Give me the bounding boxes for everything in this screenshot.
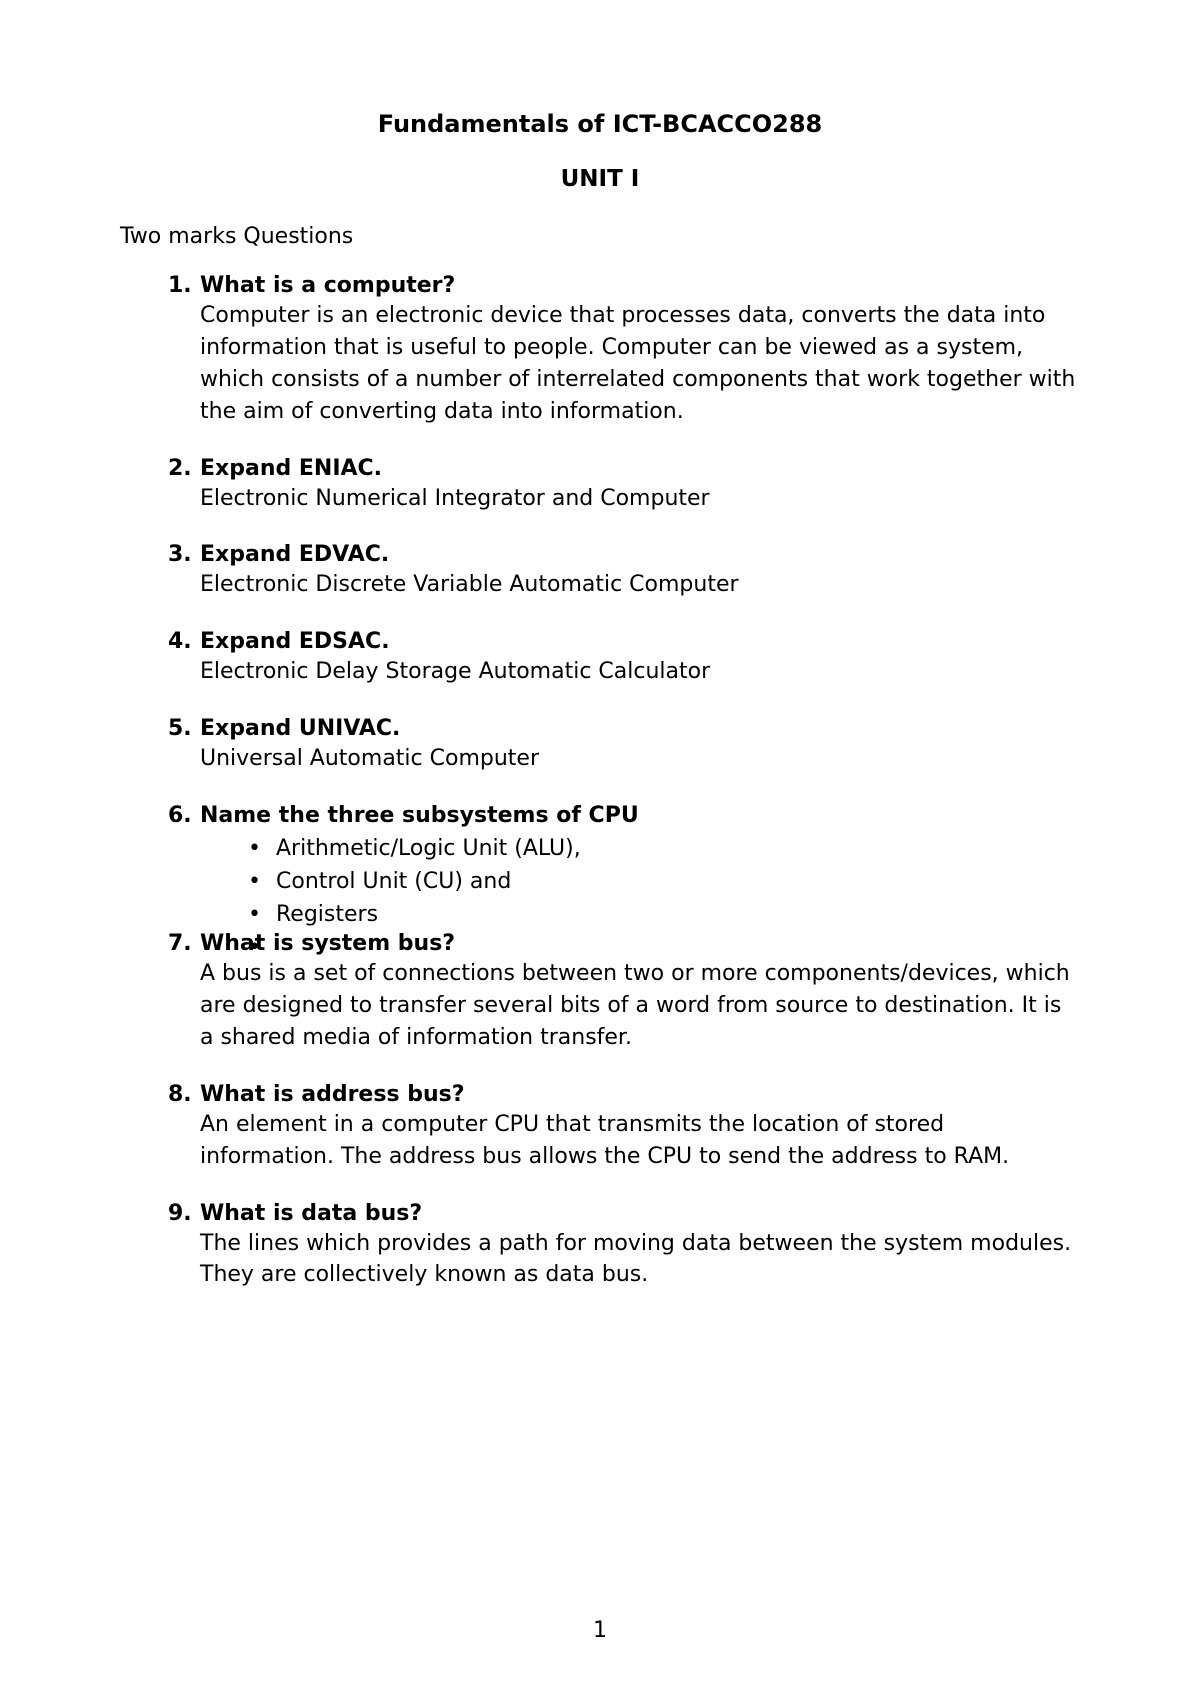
answer-text: An element in a computer CPU that transm… [168, 1109, 1080, 1173]
question-item: 6.Name the three subsystems of CPU Arithm… [168, 803, 1080, 931]
question-number: 9. [168, 1201, 200, 1226]
answer-text: Universal Automatic Computer [168, 743, 1080, 775]
question-line: 1.What is a computer? [168, 273, 1080, 298]
question-line: 4.Expand EDSAC. [168, 629, 1080, 654]
bullet-item: Arithmetic/Logic Unit (ALU), [248, 832, 1080, 865]
question-line: 8.What is address bus? [168, 1082, 1080, 1107]
question-line: 6.Name the three subsystems of CPU [168, 803, 1080, 828]
question-number: 5. [168, 716, 200, 741]
question-text: Expand ENIAC. [200, 456, 382, 481]
document-title: Fundamentals of ICT-BCACCO288 [120, 110, 1080, 138]
question-line: 9.What is data bus? [168, 1201, 1080, 1226]
answer-text: Electronic Numerical Integrator and Comp… [168, 483, 1080, 515]
question-item: 5.Expand UNIVAC.Universal Automatic Comp… [168, 716, 1080, 775]
question-item: 3.Expand EDVAC.Electronic Discrete Varia… [168, 542, 1080, 601]
page-number: 1 [0, 1618, 1200, 1643]
question-line: 7.What is system bus? [168, 931, 1080, 956]
question-text: What is address bus? [200, 1082, 464, 1107]
answer-text: Electronic Discrete Variable Automatic C… [168, 569, 1080, 601]
question-line: 2.Expand ENIAC. [168, 456, 1080, 481]
question-text: Expand EDVAC. [200, 542, 389, 567]
answer-text: A bus is a set of connections between tw… [168, 958, 1080, 1054]
question-text: Expand UNIVAC. [200, 716, 400, 741]
question-line: 3.Expand EDVAC. [168, 542, 1080, 567]
bullet-list: Arithmetic/Logic Unit (ALU),Control Unit… [168, 832, 1080, 931]
bullet-item: Control Unit (CU) and [248, 865, 1080, 898]
question-number: 1. [168, 273, 200, 298]
question-text: What is system bus? [200, 931, 455, 956]
question-number: 6. [168, 803, 200, 828]
answer-text: Computer is an electronic device that pr… [168, 300, 1080, 428]
question-item: 7.What is system bus?A bus is a set of c… [168, 931, 1080, 1054]
question-text: What is a computer? [200, 273, 455, 298]
question-item: 2.Expand ENIAC.Electronic Numerical Inte… [168, 456, 1080, 515]
section-header: Two marks Questions [120, 224, 1080, 249]
question-number: 2. [168, 456, 200, 481]
unit-heading: UNIT I [120, 166, 1080, 192]
bullet-item: Registers [248, 898, 1080, 931]
question-number: 3. [168, 542, 200, 567]
question-number: 4. [168, 629, 200, 654]
question-item: 4.Expand EDSAC.Electronic Delay Storage … [168, 629, 1080, 688]
answer-text: The lines which provides a path for movi… [168, 1228, 1080, 1292]
question-text: What is data bus? [200, 1201, 422, 1226]
question-item: 1.What is a computer? Computer is an ele… [168, 273, 1080, 428]
question-line: 5.Expand UNIVAC. [168, 716, 1080, 741]
answer-text: Electronic Delay Storage Automatic Calcu… [168, 656, 1080, 688]
question-item: 9.What is data bus?The lines which provi… [168, 1201, 1080, 1292]
question-list: 1.What is a computer? Computer is an ele… [120, 273, 1080, 1291]
question-text: Expand EDSAC. [200, 629, 390, 654]
question-item: 8.What is address bus?An element in a co… [168, 1082, 1080, 1173]
question-text: Name the three subsystems of CPU [200, 803, 639, 828]
question-number: 8. [168, 1082, 200, 1107]
question-number: 7. [168, 931, 200, 956]
